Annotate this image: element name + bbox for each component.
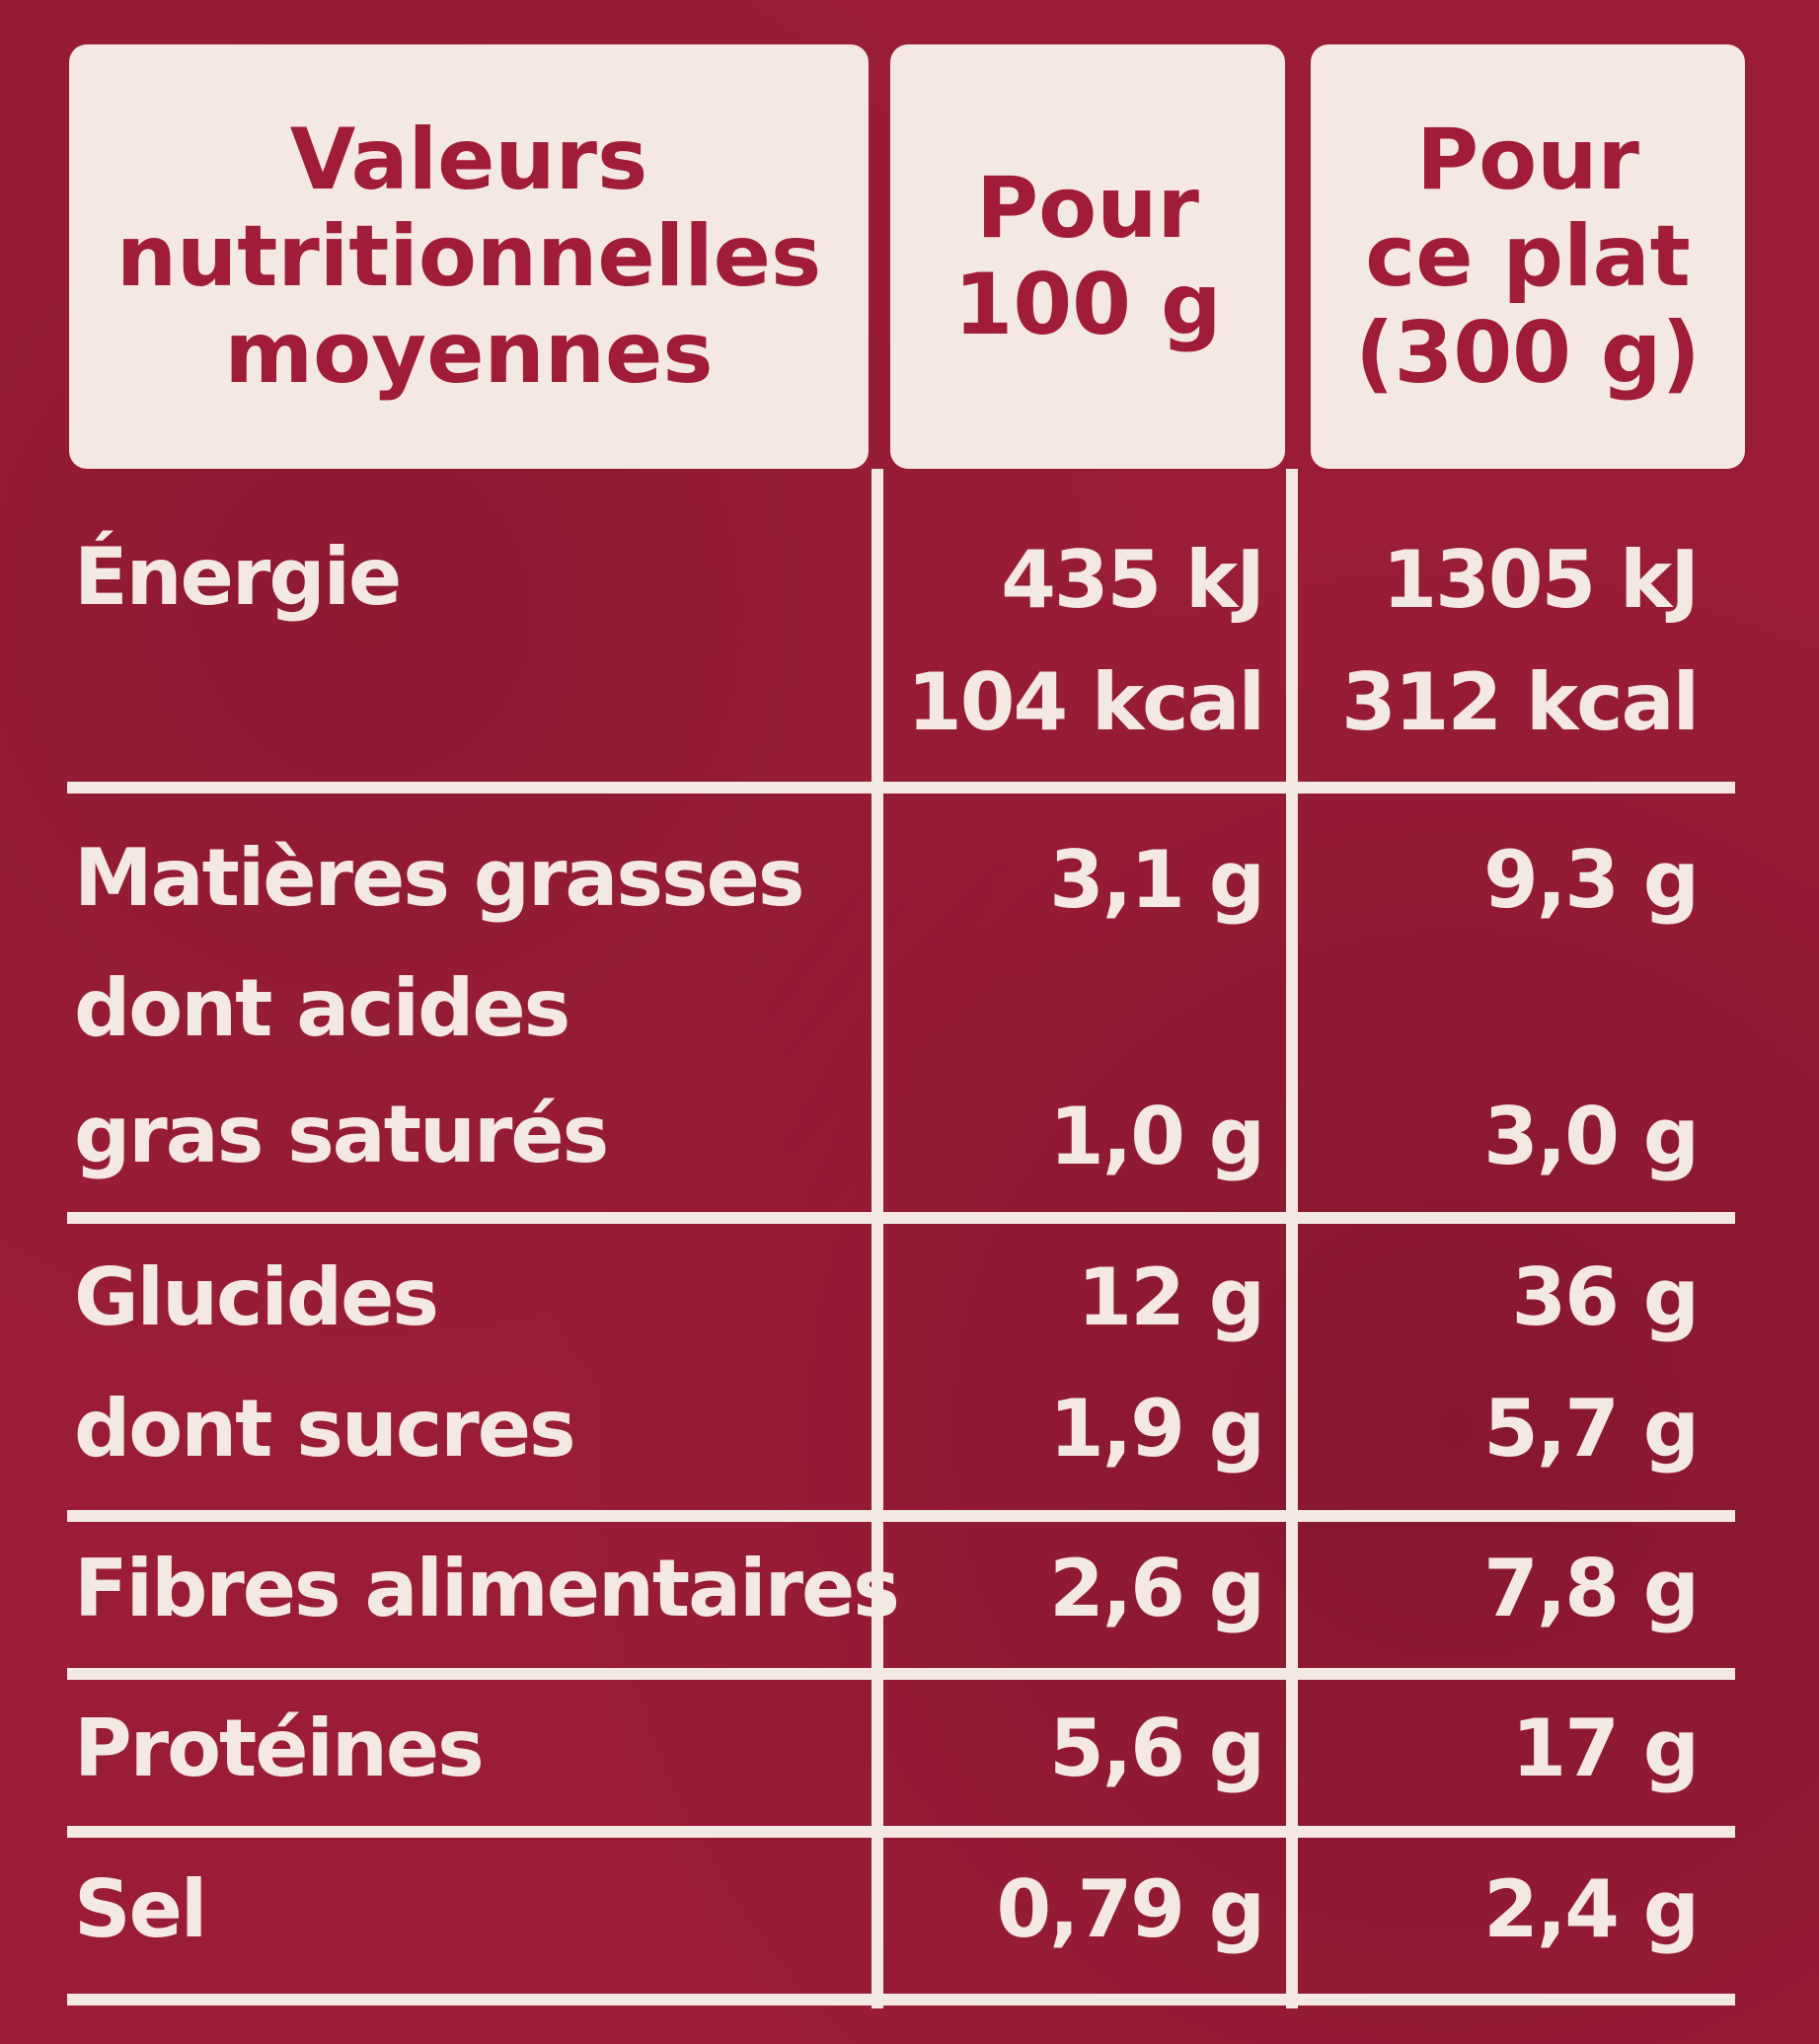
row-label-fat: Matières grasses	[74, 832, 805, 924]
value-sugars-dish: 5,7 g	[1483, 1383, 1700, 1475]
header-nutrition-values: Valeurs nutritionnelles moyennes	[69, 44, 869, 469]
row-label-sugars: dont sucres	[74, 1383, 576, 1475]
header-line: moyennes	[224, 304, 714, 404]
row-label-saturated-2: gras saturés	[74, 1089, 609, 1180]
value-protein-dish: 17 g	[1511, 1703, 1700, 1794]
header-per-dish: Pour ce plat (300 g)	[1311, 44, 1745, 469]
row-divider	[67, 1510, 1735, 1522]
row-divider	[67, 1826, 1735, 1838]
header-line: 100 g	[953, 256, 1222, 354]
value-salt-100g: 0,79 g	[996, 1863, 1266, 1955]
row-label-saturated-1: dont acides	[74, 962, 570, 1054]
row-divider	[67, 1212, 1735, 1224]
header-per-100g: Pour 100 g	[890, 44, 1285, 469]
header-line: (300 g)	[1355, 304, 1701, 404]
header-line: ce plat	[1365, 206, 1691, 306]
value-saturated-dish: 3,0 g	[1483, 1091, 1700, 1182]
value-carbs-dish: 36 g	[1511, 1251, 1700, 1343]
value-carbs-100g: 12 g	[1077, 1251, 1265, 1343]
value-saturated-100g: 1,0 g	[1049, 1091, 1265, 1182]
value-energy-kj-100g: 435 kJ	[1001, 534, 1265, 626]
header-line: nutritionnelles	[115, 206, 822, 306]
value-energy-kcal-100g: 104 kcal	[907, 656, 1265, 748]
row-divider	[67, 1994, 1735, 2006]
value-sugars-100g: 1,9 g	[1049, 1383, 1265, 1475]
column-divider	[872, 469, 883, 2008]
header-line: Pour	[976, 158, 1199, 258]
column-divider	[1286, 469, 1298, 2008]
row-divider	[67, 782, 1735, 794]
row-divider	[67, 1668, 1735, 1680]
header-line: Pour	[1416, 110, 1639, 209]
row-label-salt: Sel	[74, 1863, 207, 1955]
value-fibres-100g: 2,6 g	[1049, 1543, 1265, 1634]
row-label-carbs: Glucides	[74, 1251, 439, 1343]
value-energy-kcal-dish: 312 kcal	[1341, 656, 1700, 748]
value-fat-dish: 9,3 g	[1483, 834, 1700, 926]
header-line: Valeurs	[289, 110, 648, 209]
row-label-energy: Énergie	[74, 531, 402, 623]
value-fibres-dish: 7,8 g	[1483, 1543, 1700, 1634]
row-label-fibres: Fibres alimentaires	[74, 1543, 900, 1634]
value-salt-dish: 2,4 g	[1483, 1863, 1700, 1955]
value-protein-100g: 5,6 g	[1049, 1703, 1265, 1794]
value-energy-kj-dish: 1305 kJ	[1382, 534, 1700, 626]
value-fat-100g: 3,1 g	[1049, 834, 1265, 926]
row-label-protein: Protéines	[74, 1703, 485, 1794]
